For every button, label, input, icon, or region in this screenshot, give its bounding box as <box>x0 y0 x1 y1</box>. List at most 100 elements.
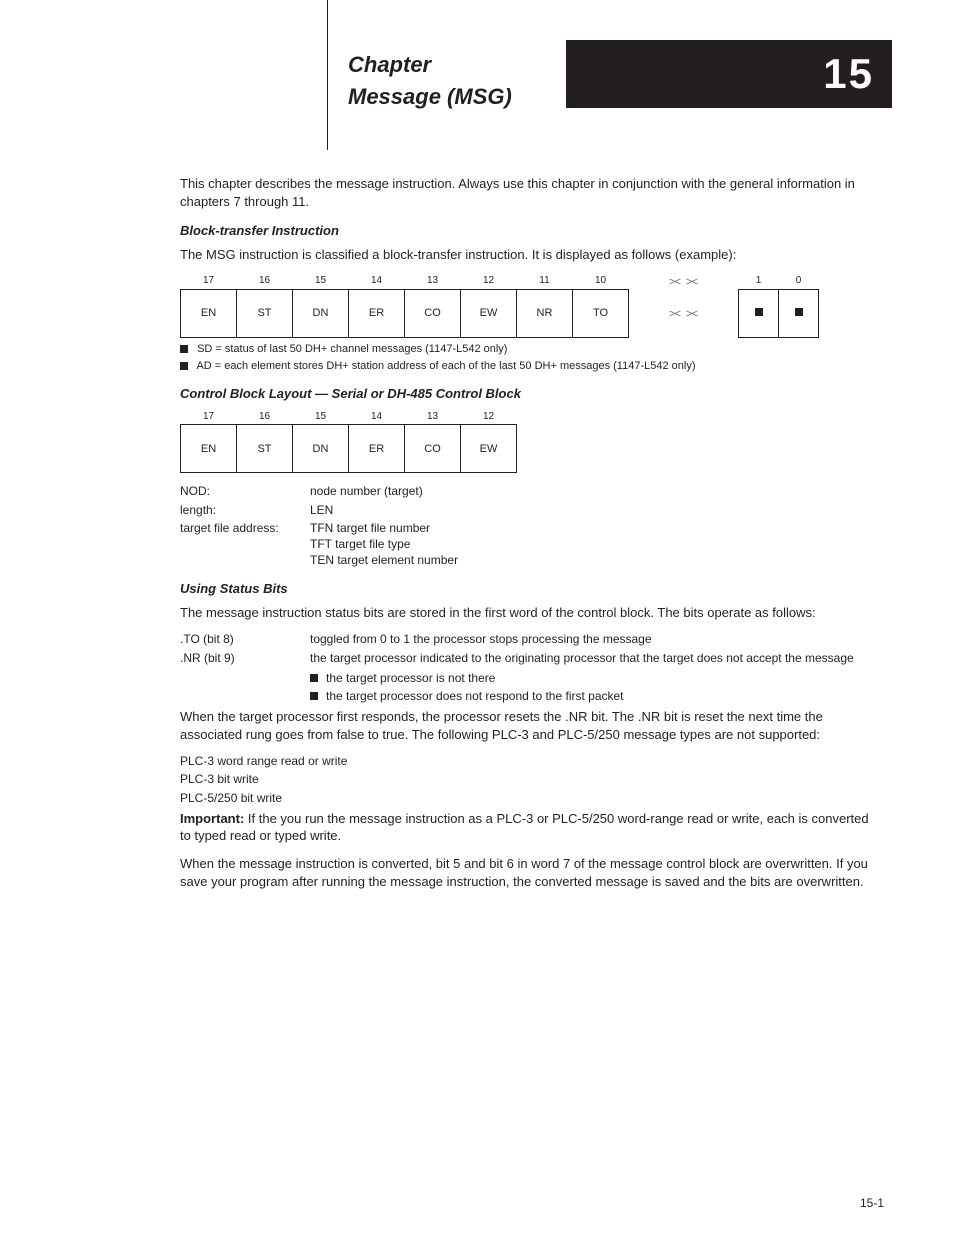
field-nod: NOD: node number (target) <box>180 483 875 499</box>
bit-name-row-2: EN ST DN ER CO EW <box>181 425 517 473</box>
filled-square-icon <box>755 308 763 316</box>
cell-er: ER <box>349 289 405 337</box>
using-status-p1: The message instruction status bits are … <box>180 604 875 622</box>
b2-15: 15 <box>293 409 349 425</box>
legend-ad: AD = each element stores DH+ station add… <box>180 359 875 374</box>
control-block-table: 17 16 15 14 13 12 11 10 1 0 EN ST DN ER <box>180 273 819 338</box>
bullet-icon <box>310 692 318 700</box>
cell-to: TO <box>573 289 629 337</box>
bit-name-row: EN ST DN ER CO EW NR TO <box>181 289 819 337</box>
bitnum-14: 14 <box>349 273 405 289</box>
c2-co: CO <box>405 425 461 473</box>
chapter-number-box: 15 <box>566 40 892 108</box>
page-number: 15-1 <box>860 1195 884 1211</box>
c2-ew: EW <box>461 425 517 473</box>
using-status-p2: When the target processor first responds… <box>180 708 875 743</box>
list-item: the target processor does not respond to… <box>310 688 875 704</box>
bitnum-17: 17 <box>181 273 237 289</box>
field-target-file-label: target file address: <box>180 520 310 569</box>
ellipsis-mark-icon <box>669 276 681 286</box>
b2-16: 16 <box>237 409 293 425</box>
cell-en: EN <box>181 289 237 337</box>
bit-number-row: 17 16 15 14 13 12 11 10 1 0 <box>181 273 819 289</box>
legend-square-icon <box>180 362 188 370</box>
ellipsis-mark-icon <box>669 308 681 318</box>
bitnum-15: 15 <box>293 273 349 289</box>
list-item: PLC-3 bit write <box>180 771 875 787</box>
block-transfer-heading: Block-transfer Instruction <box>180 222 875 240</box>
important-text: If the you run the message instruction a… <box>180 811 869 844</box>
bit-nr-row: .NR (bit 9) the target processor indicat… <box>180 650 875 666</box>
field-nod-label: NOD: <box>180 483 310 499</box>
c2-dn: DN <box>293 425 349 473</box>
bitnum-13: 13 <box>405 273 461 289</box>
list-item: the target processor is not there <box>310 670 875 686</box>
cell-dn: DN <box>293 289 349 337</box>
field-length-value: LEN <box>310 502 875 518</box>
field-target-file-value: TFN target file number TFT target file t… <box>310 520 875 569</box>
nr-reason-2: the target processor does not respond to… <box>326 688 624 704</box>
ellipsis-mark-icon <box>686 276 698 286</box>
bitnum-10: 10 <box>573 273 629 289</box>
legend-ad-text: AD = each element stores DH+ station add… <box>196 360 695 372</box>
unsupported-list: PLC-3 word range read or write PLC-3 bit… <box>180 753 875 806</box>
b2-17: 17 <box>181 409 237 425</box>
ellipsis-mark-icon <box>686 308 698 318</box>
bit-nr-label: .NR (bit 9) <box>180 650 310 666</box>
nr-reasons-list: the target processor is not there the ta… <box>310 670 875 704</box>
cell-st: ST <box>237 289 293 337</box>
list-item: PLC-3 word range read or write <box>180 753 875 769</box>
chapter-label: Chapter <box>348 50 431 80</box>
chapter-number: 15 <box>823 46 874 103</box>
important-label: Important: <box>180 811 244 826</box>
bitnum-16: 16 <box>237 273 293 289</box>
using-status-p3: When the message instruction is converte… <box>180 855 875 890</box>
cell-ad <box>779 289 819 337</box>
control-block-table-2: 17 16 15 14 13 12 EN ST DN ER CO EW <box>180 409 517 474</box>
bitnum-1: 1 <box>739 273 779 289</box>
list-item: PLC-5/250 bit write <box>180 790 875 806</box>
important-note: Important: If the you run the message in… <box>180 810 875 845</box>
b2-13: 13 <box>405 409 461 425</box>
bit-nr-text: the target processor indicated to the or… <box>310 650 875 666</box>
bit-to-row: .TO (bit 8) toggled from 0 to 1 the proc… <box>180 631 875 647</box>
field-length-label: length: <box>180 502 310 518</box>
field-length: length: LEN <box>180 502 875 518</box>
cell-ew: EW <box>461 289 517 337</box>
header-vertical-rule <box>327 0 328 150</box>
b2-12: 12 <box>461 409 517 425</box>
nr-reason-1: the target processor is not there <box>326 670 495 686</box>
block-transfer-text: The MSG instruction is classified a bloc… <box>180 246 875 264</box>
bullet-icon <box>310 674 318 682</box>
c2-st: ST <box>237 425 293 473</box>
bit-to-text: toggled from 0 to 1 the processor stops … <box>310 631 875 647</box>
bitnum-11: 11 <box>517 273 573 289</box>
cell-gap <box>629 289 739 337</box>
bitnum-12: 12 <box>461 273 517 289</box>
using-status-bits-heading: Using Status Bits <box>180 580 875 598</box>
bitnum-0: 0 <box>779 273 819 289</box>
legend-sd: SD = status of last 50 DH+ channel messa… <box>180 342 875 357</box>
field-target-file: target file address: TFN target file num… <box>180 520 875 569</box>
filled-square-icon <box>795 308 803 316</box>
bit-number-row-2: 17 16 15 14 13 12 <box>181 409 517 425</box>
chapter-label-text: Chapter <box>348 52 431 77</box>
legend-square-icon <box>180 345 188 353</box>
chapter-title: Message (MSG) <box>348 82 512 112</box>
unsupported-1: PLC-3 word range read or write <box>180 753 347 769</box>
unsupported-3: PLC-5/250 bit write <box>180 790 282 806</box>
cell-nr: NR <box>517 289 573 337</box>
bit-to-label: .TO (bit 8) <box>180 631 310 647</box>
b2-14: 14 <box>349 409 405 425</box>
c2-en: EN <box>181 425 237 473</box>
c2-er: ER <box>349 425 405 473</box>
body-column: This chapter describes the message instr… <box>180 175 875 900</box>
cell-co: CO <box>405 289 461 337</box>
legend-sd-text: SD = status of last 50 DH+ channel messa… <box>197 343 507 355</box>
field-nod-value: node number (target) <box>310 483 875 499</box>
cell-sd <box>739 289 779 337</box>
bitnum-gap <box>629 273 739 289</box>
control-block2-heading: Control Block Layout — Serial or DH-485 … <box>180 385 875 403</box>
unsupported-2: PLC-3 bit write <box>180 771 259 787</box>
intro-paragraph: This chapter describes the message instr… <box>180 175 875 210</box>
